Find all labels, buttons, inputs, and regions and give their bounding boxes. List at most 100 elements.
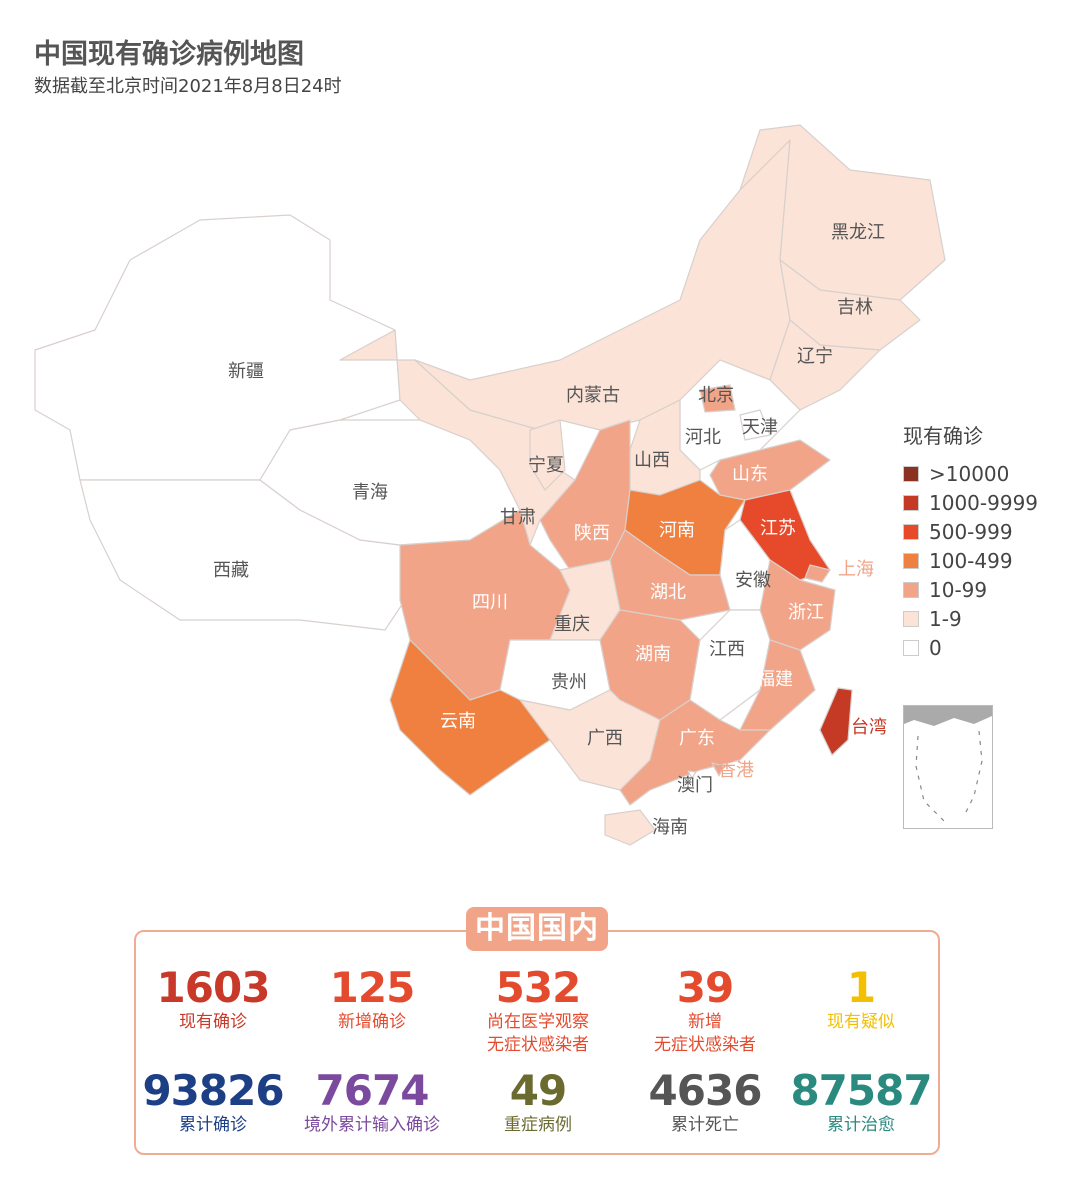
stat-value: 125 <box>329 963 416 1012</box>
province-heilongjiang <box>739 124 946 301</box>
label-jiangxi: 江西 <box>709 639 745 660</box>
legend-swatch <box>903 610 919 627</box>
label-gansu: 甘肃 <box>500 507 536 528</box>
stat-value: 1 <box>846 963 876 1012</box>
stat-label: 境外累计输入确诊 <box>304 1115 440 1135</box>
province-beijing <box>699 384 736 413</box>
stat-item: 1603 现有确诊 <box>128 965 298 1034</box>
legend-item: 100-499 <box>903 546 1038 575</box>
stat-label: 尚在医学观察 无症状感染者 <box>487 1012 589 1055</box>
legend-label: 1-9 <box>929 606 962 631</box>
province-aomen <box>687 770 697 779</box>
label-guangdong: 广东 <box>679 728 715 749</box>
legend-swatch <box>903 494 919 511</box>
province-tianjin <box>739 409 771 441</box>
stat-label: 现有疑似 <box>827 1012 895 1032</box>
label-shanghai: 上海 <box>838 559 874 580</box>
label-hubei: 湖北 <box>650 582 686 603</box>
label-yunnan: 云南 <box>440 711 476 732</box>
label-jilin: 吉林 <box>837 297 873 318</box>
label-beijing: 北京 <box>698 385 734 406</box>
legend-label: 10-99 <box>929 577 988 602</box>
legend: 现有确诊 >10000 1000-9999 500-999 100-499 10-99 1… <box>903 420 1038 662</box>
stat-value: 39 <box>676 963 734 1012</box>
legend-title: 现有确诊 <box>903 424 983 448</box>
stat-label: 累计治愈 <box>827 1115 895 1135</box>
legend-item: >10000 <box>903 459 1038 488</box>
legend-item: 500-999 <box>903 517 1038 546</box>
stat-item: 1 现有疑似 <box>776 965 946 1034</box>
label-xianggang: 香港 <box>718 760 754 781</box>
label-tianjin: 天津 <box>742 417 778 438</box>
label-jiangsu: 江苏 <box>760 518 796 539</box>
province-ningxia <box>529 419 566 491</box>
stat-value: 93826 <box>142 1066 284 1115</box>
legend-label: 500-999 <box>929 519 1013 544</box>
stat-value: 532 <box>495 963 582 1012</box>
stat-label: 重症病例 <box>504 1115 572 1135</box>
page-title: 中国现有确诊病例地图 <box>34 39 304 70</box>
province-hainan <box>604 809 656 846</box>
legend-swatch <box>903 639 919 656</box>
stat-item: 7674 境外累计输入确诊 <box>287 1068 457 1137</box>
stat-value: 87587 <box>790 1066 932 1115</box>
label-guizhou: 贵州 <box>551 672 587 693</box>
stat-item: 125 新增确诊 <box>287 965 457 1034</box>
legend-item: 1-9 <box>903 604 1038 633</box>
stat-label: 新增确诊 <box>338 1012 406 1032</box>
stat-value: 4636 <box>648 1066 763 1115</box>
province-shanghai <box>804 564 831 583</box>
label-fujian: 福建 <box>757 669 793 690</box>
label-shandong: 山东 <box>732 464 768 485</box>
legend-label: 1000-9999 <box>929 490 1039 515</box>
stat-label: 现有确诊 <box>179 1012 247 1032</box>
label-shanxi: 山西 <box>634 450 670 471</box>
legend-label: 100-499 <box>929 548 1013 573</box>
stat-item: 93826 累计确诊 <box>128 1068 298 1137</box>
label-sichuan: 四川 <box>472 592 508 613</box>
stat-value: 1603 <box>156 963 271 1012</box>
stat-label: 累计确诊 <box>179 1115 247 1135</box>
province-taiwan <box>819 687 853 756</box>
legend-swatch <box>903 523 919 540</box>
label-anhui: 安徽 <box>735 570 771 591</box>
label-guangxi: 广西 <box>587 728 623 749</box>
south-china-sea-inset <box>903 705 993 829</box>
label-qinghai: 青海 <box>352 482 388 503</box>
label-aomen: 澳门 <box>677 775 713 796</box>
summary-badge: 中国国内 <box>466 907 608 951</box>
label-ningxia: 宁夏 <box>528 455 564 476</box>
label-hainan: 海南 <box>652 817 688 838</box>
stat-label: 累计死亡 <box>671 1115 739 1135</box>
legend-swatch <box>903 581 919 598</box>
stat-item: 532 尚在医学观察 无症状感染者 <box>453 965 623 1057</box>
stat-item: 4636 累计死亡 <box>620 1068 790 1137</box>
label-liaoning: 辽宁 <box>797 346 833 367</box>
label-shaanxi: 陕西 <box>574 523 610 544</box>
stat-label: 新增 无症状感染者 <box>654 1012 756 1055</box>
legend-label: 0 <box>929 635 942 660</box>
label-heilongjiang: 黑龙江 <box>831 222 885 243</box>
label-hebei: 河北 <box>685 427 721 448</box>
south-china-sea-map <box>904 706 992 822</box>
legend-item: 10-99 <box>903 575 1038 604</box>
legend-item: 0 <box>903 633 1038 662</box>
label-henan: 河南 <box>659 520 695 541</box>
stat-value: 7674 <box>315 1066 430 1115</box>
legend-label: >10000 <box>929 461 1010 486</box>
legend-swatch <box>903 465 919 482</box>
legend-swatch <box>903 552 919 569</box>
stat-item: 49 重症病例 <box>453 1068 623 1137</box>
label-xinjiang: 新疆 <box>228 361 264 382</box>
label-taiwan: 台湾 <box>851 717 887 738</box>
label-zhejiang: 浙江 <box>788 602 824 623</box>
stat-item: 39 新增 无症状感染者 <box>620 965 790 1057</box>
data-timestamp: 数据截至北京时间2021年8月8日24时 <box>34 76 342 97</box>
province-xianggang <box>711 762 725 777</box>
china-map: 新疆 西藏 青海 甘肃 内蒙古 黑龙江 吉林 辽宁 河北 北京 天津 山西 山东… <box>34 124 946 846</box>
stat-value: 49 <box>509 1066 567 1115</box>
label-xizang: 西藏 <box>213 560 249 581</box>
province-yunnan <box>389 639 551 796</box>
label-hunan: 湖南 <box>635 644 671 665</box>
stat-item: 87587 累计治愈 <box>776 1068 946 1137</box>
